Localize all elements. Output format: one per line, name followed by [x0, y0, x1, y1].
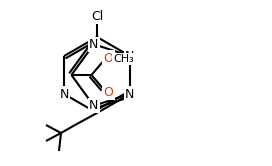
Text: N: N [89, 99, 98, 112]
Text: N: N [125, 49, 135, 63]
Text: CH₃: CH₃ [113, 54, 134, 64]
Text: N: N [59, 87, 69, 100]
Text: Cl: Cl [91, 9, 103, 23]
Text: Cl: Cl [91, 9, 103, 23]
Text: O: O [103, 85, 113, 98]
Text: N: N [89, 38, 98, 51]
Text: N: N [125, 87, 135, 100]
Text: O: O [103, 51, 113, 65]
